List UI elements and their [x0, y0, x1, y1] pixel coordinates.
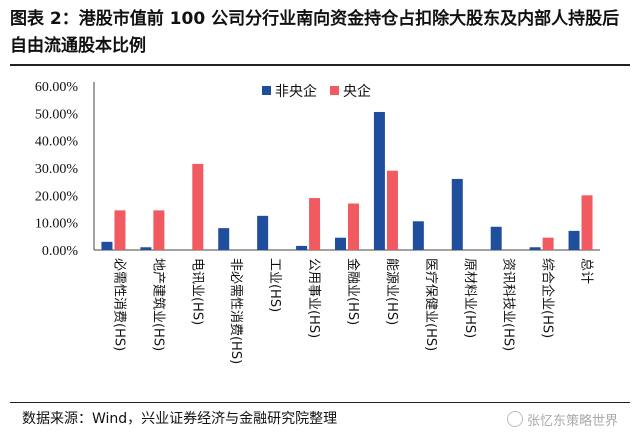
x-category-label: 工业(HS): [267, 258, 282, 312]
wechat-icon: [506, 411, 523, 427]
y-tick-label: 50.00%: [35, 107, 79, 122]
bar-non-soe-1: [140, 247, 152, 250]
bar-non-soe-9: [451, 178, 463, 250]
legend-label-1: 央企: [343, 83, 371, 100]
bar-non-soe-3: [218, 228, 230, 250]
bar-soe-0: [114, 210, 126, 250]
x-category-label: 原材料业(HS): [462, 258, 477, 338]
top-rule: [10, 64, 630, 66]
source-note: 数据来源：Wind，兴业证券经济与金融研究院整理: [22, 411, 338, 427]
y-tick-label: 60.00%: [35, 80, 79, 95]
legend-label-0: 非央企: [275, 83, 317, 100]
y-tick-label: 30.00%: [35, 162, 79, 177]
x-category-label: 综合企业(HS): [540, 258, 556, 338]
bar-soe-6: [348, 203, 359, 250]
bar-non-soe-4: [257, 215, 269, 250]
bar-non-soe-8: [412, 221, 424, 250]
x-category-label: 地产建筑业(HS): [150, 258, 166, 351]
y-tick-label: 40.00%: [35, 135, 79, 150]
x-category-label: 总计: [579, 258, 594, 284]
bottom-rule: [10, 402, 630, 403]
bar-soe-11: [542, 237, 554, 250]
bar-soe-1: [153, 210, 165, 250]
x-category-label: 公用事业(HS): [306, 258, 321, 338]
bar-non-soe-7: [373, 111, 385, 250]
watermark: 张忆东策略世界: [506, 410, 618, 429]
x-category-label: 金融业(HS): [345, 258, 361, 325]
bar-non-soe-11: [529, 247, 541, 250]
bar-non-soe-5: [296, 245, 308, 250]
bar-non-soe-10: [490, 226, 502, 250]
legend-swatch-1: [330, 86, 339, 95]
y-tick-label: 20.00%: [35, 189, 79, 204]
bar-soe-2: [192, 163, 204, 250]
bar-soe-7: [386, 170, 398, 250]
bar-soe-5: [309, 198, 321, 250]
x-category-label: 非必需性消费(HS): [228, 258, 243, 364]
y-tick-label: 10.00%: [35, 217, 79, 232]
bar-non-soe-0: [101, 241, 113, 250]
bar-non-soe-6: [335, 237, 346, 250]
bar-soe-12: [581, 195, 593, 250]
watermark-text: 张忆东策略世界: [526, 414, 618, 429]
figure-title: 图表 2：港股市值前 100 公司分行业南向资金持仓占扣除大股东及内部人持股后自…: [10, 9, 620, 56]
x-category-label: 必需性消费(HS): [111, 258, 126, 351]
x-category-label: 医疗保健业(HS): [423, 258, 438, 351]
x-category-label: 资讯科技业(HS): [501, 258, 516, 351]
x-category-label: 电讯业(HS): [189, 258, 204, 325]
bar-non-soe-12: [568, 230, 580, 250]
y-tick-label: 0.00%: [42, 244, 79, 259]
x-category-label: 能源业(HS): [384, 258, 399, 325]
legend-swatch-0: [262, 86, 271, 95]
